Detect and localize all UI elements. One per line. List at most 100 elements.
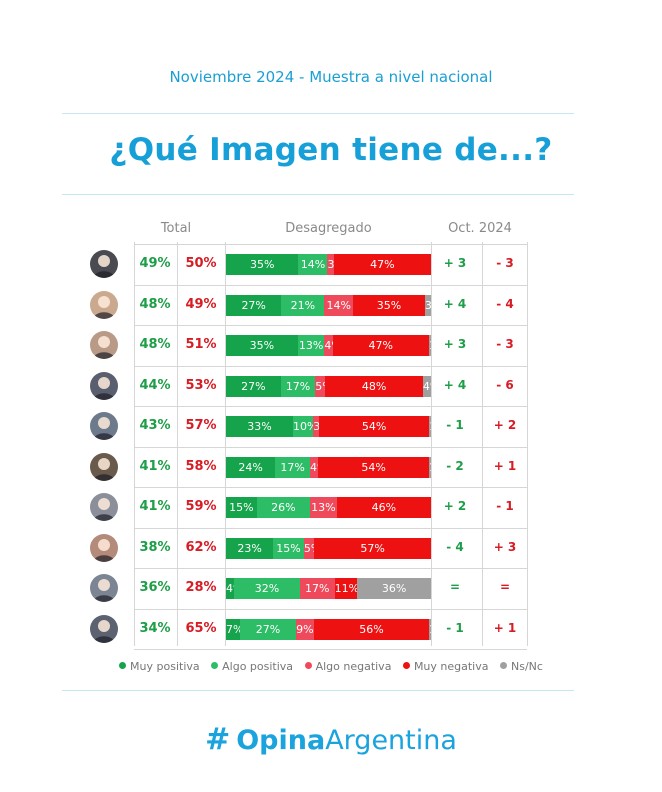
bar-segment: 11% xyxy=(334,578,358,599)
stacked-bar: 35%14%3%47%0% xyxy=(226,254,431,275)
bar-segment: 15% xyxy=(273,537,304,559)
change-negative: + 1 xyxy=(493,458,517,473)
change-positive: = xyxy=(449,580,461,594)
survey-subtitle: Noviembre 2024 - Muestra a nivel naciona… xyxy=(169,68,493,86)
table-row: 48% 51% 35%13%4%47%1% + 3 - 3 xyxy=(0,325,662,365)
brand-part1: Opina xyxy=(236,725,326,756)
bar-segment: 48% xyxy=(325,375,423,397)
bar-segment: 3% xyxy=(424,294,431,316)
bar-segment: 1% xyxy=(428,456,431,478)
bar-segment: 54% xyxy=(319,416,429,437)
total-negative: 62% xyxy=(185,539,217,555)
bar-segment: 57% xyxy=(314,537,431,559)
total-negative: 58% xyxy=(185,458,217,474)
bar-segment: 3% xyxy=(327,254,334,275)
bar-segment: 4% xyxy=(310,456,319,478)
total-positive: 48% xyxy=(139,337,171,352)
bar-segment: 17% xyxy=(299,578,335,599)
total-negative: 28% xyxy=(185,580,217,595)
total-positive: 41% xyxy=(139,458,171,474)
legend-label: Muy positiva xyxy=(130,660,200,673)
change-negative: - 4 xyxy=(496,296,514,311)
avatar xyxy=(90,493,118,521)
grid-line-left xyxy=(134,242,135,646)
bar-segment: 1% xyxy=(428,618,431,640)
bar-segment: 24% xyxy=(226,456,276,478)
total-positive: 41% xyxy=(139,499,171,514)
avatar xyxy=(90,412,118,440)
bar-segment: 56% xyxy=(314,618,429,640)
bar-segment: 23% xyxy=(226,537,274,559)
total-negative: 51% xyxy=(185,337,217,352)
top-divider xyxy=(62,113,574,114)
row-divider xyxy=(134,365,527,367)
legend-dot-algo-positiva xyxy=(211,662,219,669)
row-divider xyxy=(134,244,527,245)
change-positive: - 1 xyxy=(446,620,464,635)
bar-segment: 47% xyxy=(333,254,431,275)
avatar xyxy=(90,533,118,562)
stacked-bar: 27%17%5%48%4% xyxy=(226,375,431,397)
bar-segment: 13% xyxy=(297,335,325,356)
table-row: 49% 50% 35%14%3%47%0% + 3 - 3 xyxy=(0,244,662,284)
brand-logo: # OpinaArgentina xyxy=(0,722,662,757)
bar-segment: 27% xyxy=(240,618,296,640)
stacked-bar: 33%10%3%54%1% xyxy=(226,416,431,437)
bar-segment: 5% xyxy=(315,375,326,397)
bar-segment: 35% xyxy=(226,335,298,356)
legend-label: Algo positiva xyxy=(222,660,294,673)
avatar xyxy=(90,452,118,481)
change-positive: + 2 xyxy=(443,499,467,513)
change-negative: + 3 xyxy=(493,539,517,554)
bar-segment: 35% xyxy=(226,254,299,275)
legend-label: Ns/Nc xyxy=(511,660,543,673)
grid-line-oct xyxy=(482,242,483,646)
footer-divider xyxy=(62,690,574,691)
avatar xyxy=(90,290,118,319)
total-negative: 53% xyxy=(185,377,217,393)
bar-segment: 21% xyxy=(281,294,325,316)
row-divider xyxy=(134,406,527,407)
chart-legend: Muy positiva Algo positiva Algo negativa… xyxy=(0,660,662,673)
table-row: 44% 53% 27%17%5%48%4% + 4 - 6 xyxy=(0,366,662,406)
header-oct-2024: Oct. 2024 xyxy=(448,221,512,236)
change-positive: - 1 xyxy=(446,418,464,432)
row-divider xyxy=(134,325,527,326)
total-negative: 57% xyxy=(185,418,217,433)
bar-segment: 35% xyxy=(353,294,425,316)
total-positive: 36% xyxy=(139,580,171,595)
row-divider xyxy=(134,568,527,569)
legend-label: Algo negativa xyxy=(315,660,392,673)
change-positive: - 2 xyxy=(446,458,464,473)
legend-dot-ns-nc xyxy=(500,662,507,669)
total-negative: 50% xyxy=(185,256,217,271)
bar-segment: 4% xyxy=(324,335,333,356)
stacked-bar: 35%13%4%47%1% xyxy=(226,335,431,356)
stacked-bar: 7%27%9%56%1% xyxy=(226,618,431,640)
bar-segment: 15% xyxy=(226,497,257,518)
change-negative: - 1 xyxy=(496,499,514,513)
grid-line-right xyxy=(527,242,528,646)
grid-line-bar-start xyxy=(225,242,226,646)
legend-item: Muy negativa xyxy=(402,660,489,673)
legend-item: Algo positiva xyxy=(211,660,293,673)
row-divider xyxy=(134,649,527,650)
avatar xyxy=(90,331,118,359)
change-negative: = xyxy=(499,580,511,594)
bar-segment: 54% xyxy=(318,456,429,478)
total-positive: 44% xyxy=(139,377,171,393)
bar-segment: 1% xyxy=(428,335,431,356)
legend-label: Muy negativa xyxy=(413,660,489,673)
bar-segment: 14% xyxy=(324,294,354,316)
change-positive: + 3 xyxy=(443,256,467,270)
change-positive: + 4 xyxy=(443,377,467,392)
bar-segment: 27% xyxy=(226,375,281,397)
total-positive: 38% xyxy=(139,539,171,555)
bar-segment: 1% xyxy=(428,416,431,437)
bar-segment: 32% xyxy=(234,578,300,599)
change-negative: - 3 xyxy=(496,256,514,270)
row-divider xyxy=(134,446,527,448)
change-negative: + 1 xyxy=(493,620,517,635)
bar-segment: 26% xyxy=(256,497,311,518)
bar-segment: 4% xyxy=(422,375,431,397)
